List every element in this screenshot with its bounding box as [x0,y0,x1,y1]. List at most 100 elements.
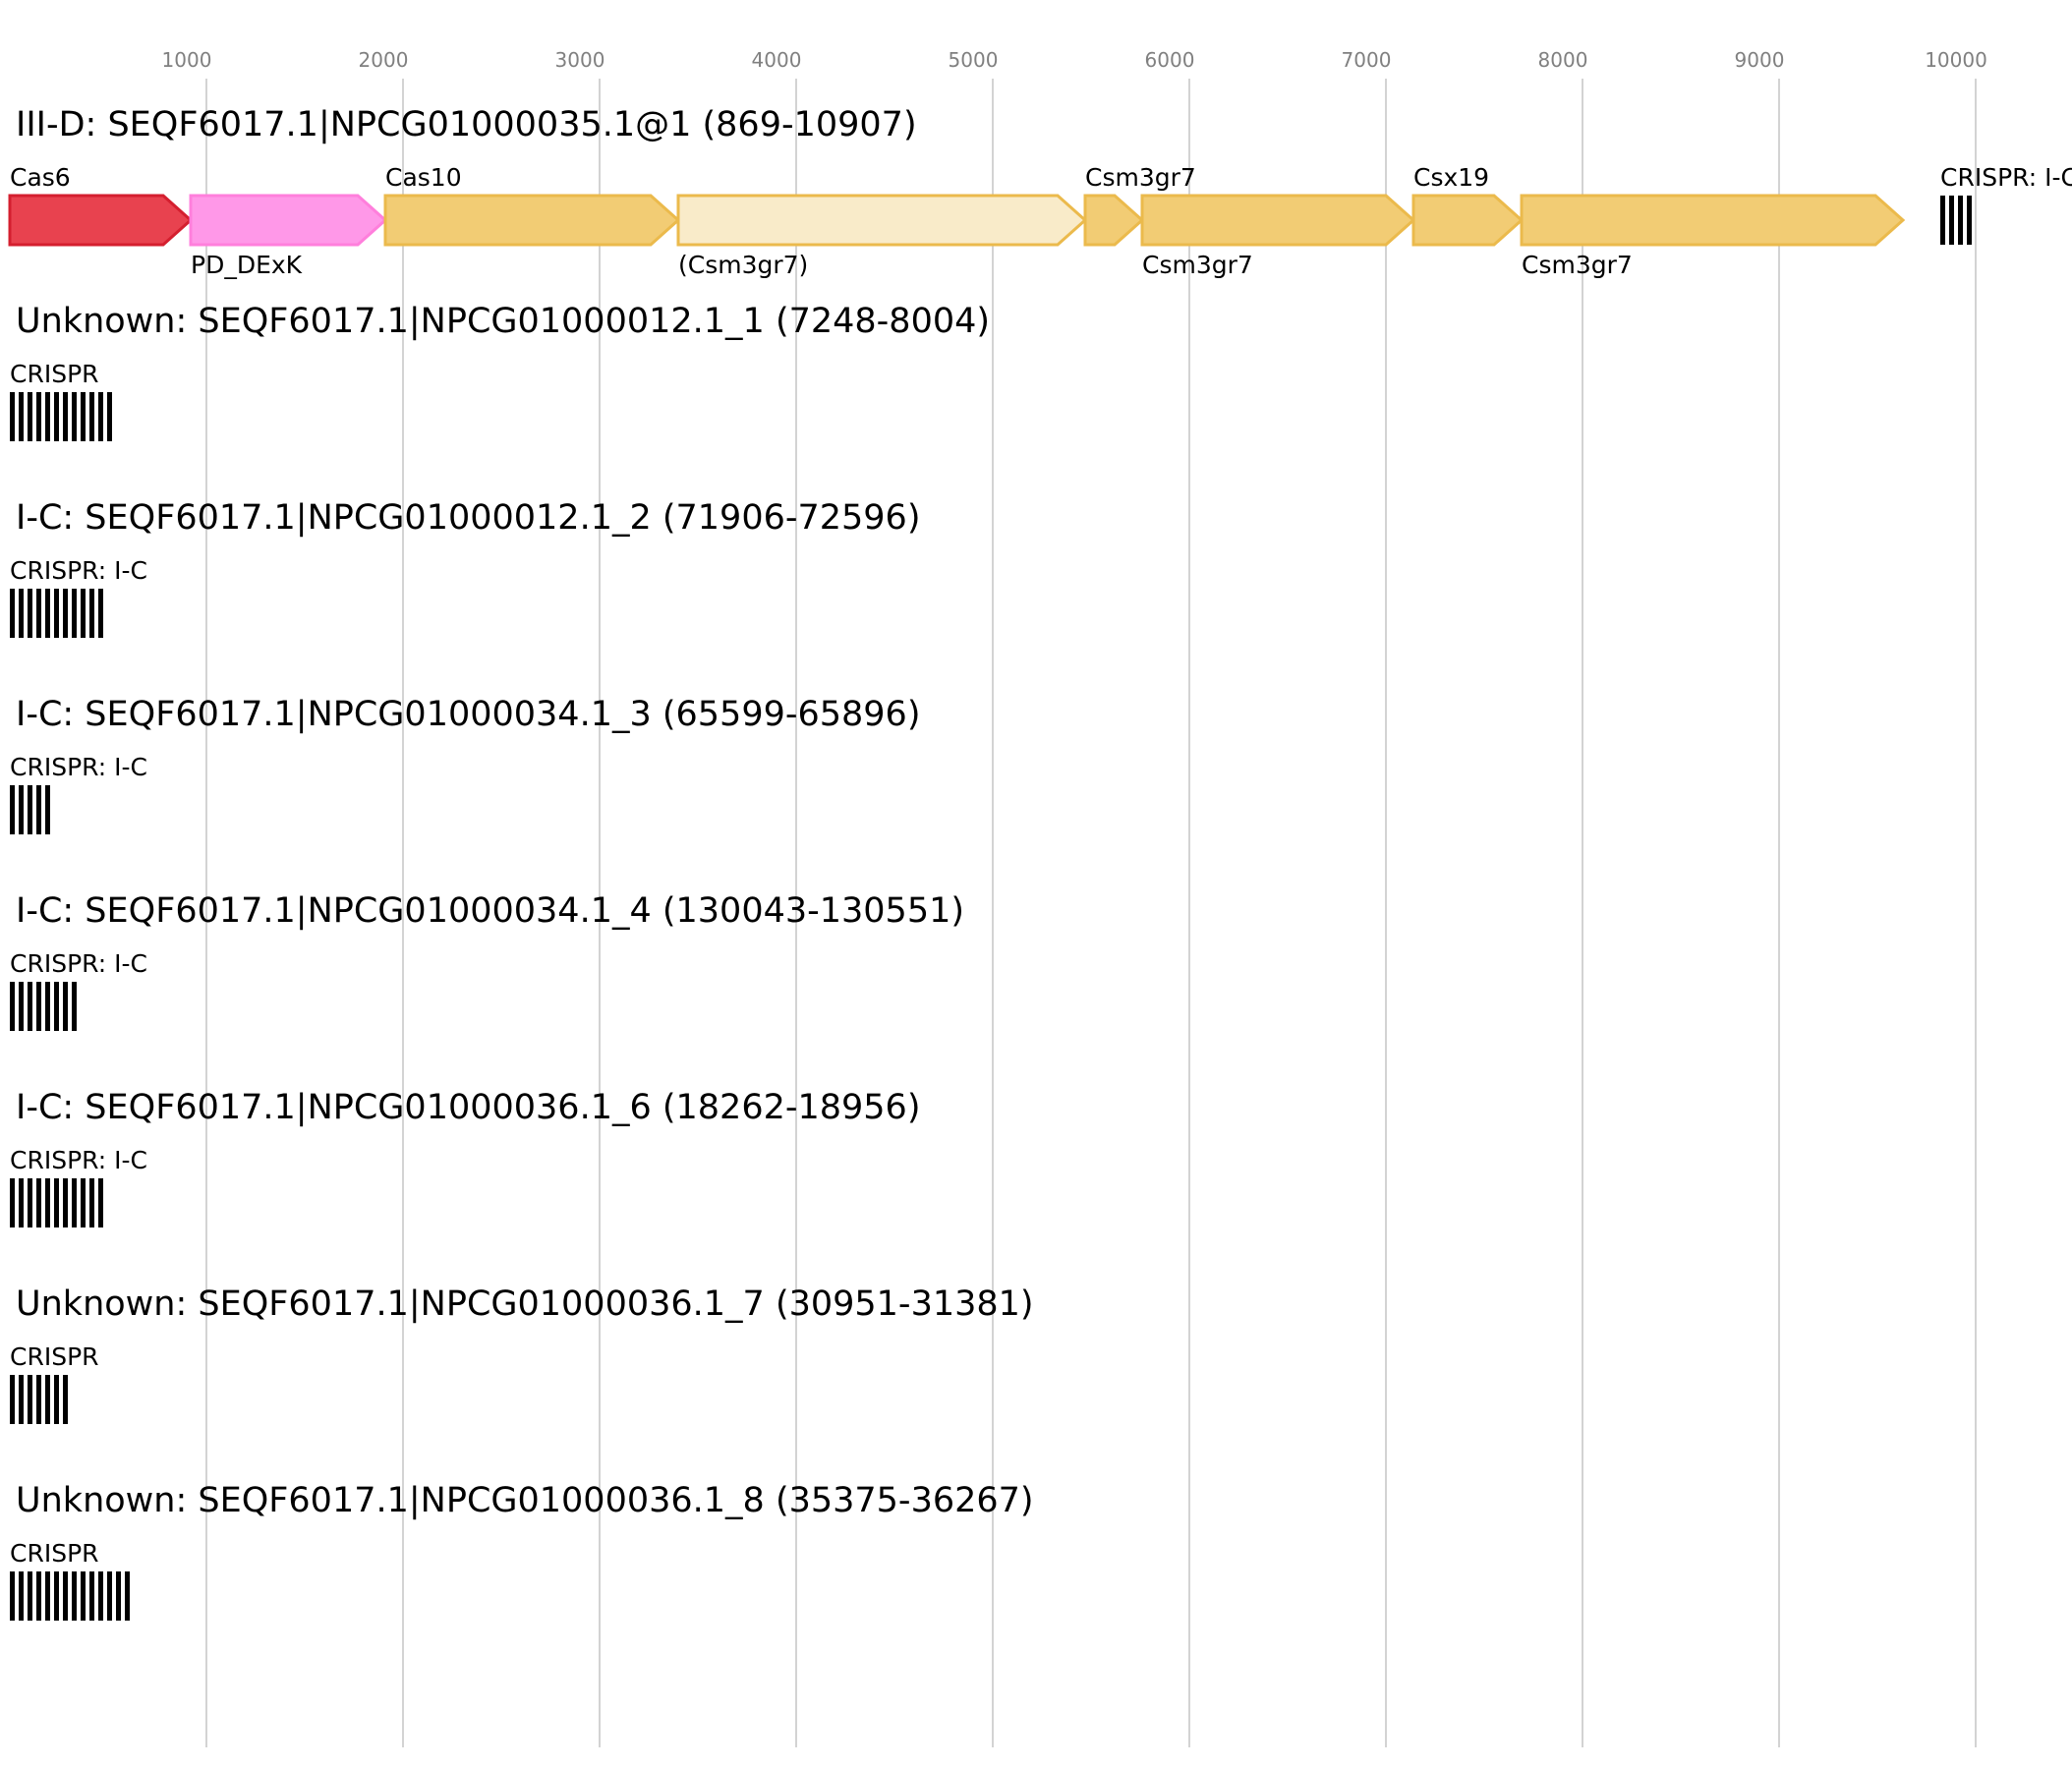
crispr-array [10,1375,68,1424]
crispr-repeat [10,785,15,834]
locus-row: I-C: SEQF6017.1|NPCG01000012.1_2 (71906-… [10,498,920,638]
crispr-repeat [1958,196,1963,245]
locus-title: I-C: SEQF6017.1|NPCG01000036.1_6 (18262-… [16,1088,920,1127]
gene-label: Csm3gr7 [1142,251,1253,279]
crispr-repeat [54,982,59,1031]
crispr-repeat [89,1178,94,1227]
locus-row: Unknown: SEQF6017.1|NPCG01000012.1_1 (72… [10,302,990,441]
locus-row: I-C: SEQF6017.1|NPCG01000034.1_4 (130043… [10,891,964,1031]
crispr-repeat [81,1571,86,1621]
crispr-repeat [19,589,24,638]
gene-label: PD_DExK [191,251,303,279]
crispr-repeat [28,785,32,834]
gene-label: Cas6 [10,163,71,192]
crispr-repeat [45,1375,50,1424]
gene-label: Csm3gr7 [1522,251,1633,279]
crispr-repeat [54,1178,59,1227]
axis-tick-label: 2000 [359,48,409,72]
crispr-repeat [81,589,86,638]
crispr-label: CRISPR: I-C [10,556,147,585]
gene-label: (Csm3gr7) [678,251,808,279]
gene-arrow [676,194,1088,247]
crispr-repeat [28,982,32,1031]
gene-arrow [1520,194,1906,247]
crispr-repeat [10,1571,15,1621]
crispr-repeat [45,1571,50,1621]
crispr-repeat [28,1571,32,1621]
crispr-repeat [1967,196,1972,245]
crispr-array [10,589,103,638]
locus-title: Unknown: SEQF6017.1|NPCG01000036.1_8 (35… [16,1481,1034,1520]
crispr-repeat [72,589,77,638]
crispr-repeat [63,589,68,638]
crispr-repeat [45,1178,50,1227]
axis-tick-label: 8000 [1538,48,1588,72]
crispr-repeat [19,392,24,441]
crispr-repeat [107,1571,112,1621]
crispr-repeat [63,1178,68,1227]
crispr-repeat [63,1375,68,1424]
locus-title: III-D: SEQF6017.1|NPCG01000035.1@1 (869-… [16,105,917,144]
crispr-repeat [45,785,50,834]
gene-arrow [1411,194,1525,247]
crispr-repeat [72,982,77,1031]
axis-tick-label: 10000 [1925,48,1987,72]
locus-row: Unknown: SEQF6017.1|NPCG01000036.1_8 (35… [10,1481,1034,1621]
crispr-repeat [19,785,24,834]
crispr-repeat [36,982,41,1031]
crispr-repeat [98,1178,103,1227]
gene-arrow [8,194,194,247]
crispr-repeat [63,1571,68,1621]
locus-row: Unknown: SEQF6017.1|NPCG01000036.1_7 (30… [10,1284,1034,1424]
locus-row: I-C: SEQF6017.1|NPCG01000034.1_3 (65599-… [10,695,920,834]
crispr-repeat [89,1571,94,1621]
crispr-repeat [19,1375,24,1424]
axis-tick-label: 3000 [555,48,605,72]
crispr-repeat [10,589,15,638]
crispr-repeat [1940,196,1945,245]
crispr-repeat [28,589,32,638]
crispr-repeat [28,1178,32,1227]
crispr-label: CRISPR [10,1539,99,1568]
gene-arrow [1140,194,1416,247]
locus-title: Unknown: SEQF6017.1|NPCG01000012.1_1 (72… [16,302,990,341]
axis-tick-label: 9000 [1735,48,1785,72]
crispr-repeat [98,392,103,441]
crispr-repeat [54,1571,59,1621]
locus-title: I-C: SEQF6017.1|NPCG01000034.1_3 (65599-… [16,695,920,734]
grid-lines [205,79,1977,1747]
crispr-repeat [54,1375,59,1424]
crispr-label: CRISPR: I-C [10,1146,147,1174]
crispr-array [10,392,112,441]
crispr-label: CRISPR [10,360,99,388]
crispr-repeat [36,392,41,441]
crispr-repeat [28,1375,32,1424]
crispr-repeat [45,589,50,638]
crispr-repeat [36,1571,41,1621]
axis-tick-label: 1000 [162,48,212,72]
crispr-repeat [63,982,68,1031]
crispr-repeat [36,1375,41,1424]
axis-tick-labels: 1000 2000 3000 4000 5000 6000 7000 8000 9000 1000… [162,48,1987,72]
crispr-repeat [1949,196,1954,245]
locus-row: I-C: SEQF6017.1|NPCG01000036.1_6 (18262-… [10,1088,920,1227]
crispr-repeat [89,392,94,441]
crispr-repeat [36,785,41,834]
crispr-repeat [36,1178,41,1227]
crispr-array [10,1571,130,1621]
axis-tick-label: 5000 [949,48,999,72]
crispr-repeat [45,392,50,441]
crispr-repeat [98,589,103,638]
crispr-label: CRISPR: I-C [10,753,147,781]
crispr-array [10,1178,103,1227]
gene-arrow [1083,194,1145,247]
crispr-repeat [19,1571,24,1621]
crispr-array [1940,196,1972,245]
crispr-repeat [10,982,15,1031]
locus-title: Unknown: SEQF6017.1|NPCG01000036.1_7 (30… [16,1284,1034,1324]
loci: III-D: SEQF6017.1|NPCG01000035.1@1 (869-… [8,105,2072,1621]
crispr-repeat [125,1571,130,1621]
crispr-label: CRISPR: I-C [10,949,147,978]
crispr-label: CRISPR [10,1342,99,1371]
crispr-repeat [36,589,41,638]
